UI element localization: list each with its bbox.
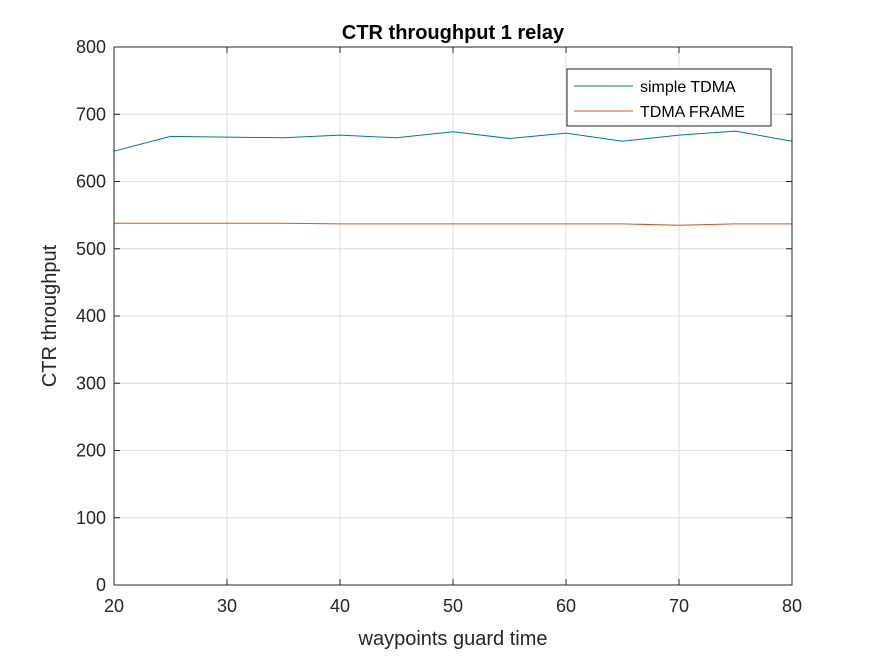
x-axis-title: waypoints guard time (358, 628, 548, 650)
x-tick-label: 50 (443, 596, 463, 616)
series-layer (113, 130, 793, 226)
legend-entries: simple TDMA TDMA FRAME (574, 79, 745, 121)
grid-lines (114, 47, 792, 585)
x-tick-label: 40 (330, 596, 350, 616)
x-tick-label: 30 (217, 596, 237, 616)
chart-title: CTR throughput 1 relay (342, 22, 565, 44)
y-axis-title: CTR throughput (39, 244, 61, 387)
legend: simple TDMA TDMA FRAME (566, 68, 772, 127)
legend-label-2: TDMA FRAME (640, 104, 745, 121)
x-tick-label: 80 (782, 596, 802, 616)
x-tick-label: 60 (556, 596, 576, 616)
y-tick-label: 300 (76, 373, 106, 393)
y-tick-label: 100 (76, 508, 106, 528)
y-tick-label: 500 (76, 239, 106, 259)
legend-label-1: simple TDMA (640, 79, 736, 96)
x-tick-label: 70 (669, 596, 689, 616)
y-tick-label: 700 (76, 104, 106, 124)
legend-box (566, 68, 772, 127)
y-tick-label: 600 (76, 172, 106, 192)
y-tick-label: 0 (96, 575, 106, 595)
y-tick-label: 800 (76, 37, 106, 57)
x-tick-label: 20 (104, 596, 124, 616)
y-tick-label: 200 (76, 441, 106, 461)
y-tick-label: 400 (76, 306, 106, 326)
